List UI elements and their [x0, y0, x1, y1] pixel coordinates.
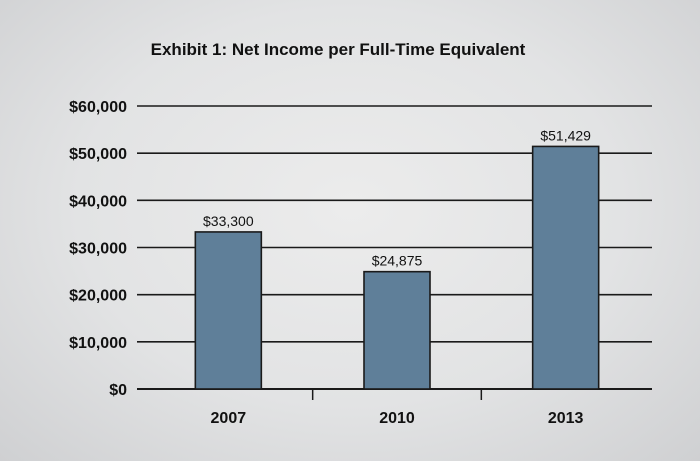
chart-title: Exhibit 1: Net Income per Full-Time Equi… — [151, 40, 526, 59]
data-label-2010: $24,875 — [372, 253, 423, 269]
y-tick-label: $30,000 — [69, 241, 127, 258]
bar-2010 — [363, 270, 431, 390]
y-tick-label: $10,000 — [69, 335, 127, 352]
y-tick-label: $40,000 — [69, 193, 127, 210]
x-tick-label-2007: 2007 — [211, 410, 247, 427]
bars — [194, 145, 600, 390]
y-axis-ticks: $0 $10,000 $20,000 $30,000 $40,000 $50,000 $60… — [69, 99, 127, 399]
x-axis-ticks: 2007 2010 2013 — [211, 410, 584, 427]
x-tick-label-2010: 2010 — [379, 410, 415, 427]
y-tick-label: $0 — [109, 382, 127, 399]
data-label-2013: $51,429 — [540, 127, 591, 143]
y-tick-label: $20,000 — [69, 288, 127, 305]
data-label-2007: $33,300 — [203, 213, 254, 229]
bar-2007 — [194, 231, 263, 390]
bar-2013 — [531, 145, 600, 390]
y-tick-label: $50,000 — [69, 146, 127, 163]
x-tick-label-2013: 2013 — [548, 410, 584, 427]
y-tick-label: $60,000 — [69, 99, 127, 116]
data-labels: $33,300 $24,875 $51,429 — [203, 127, 591, 268]
